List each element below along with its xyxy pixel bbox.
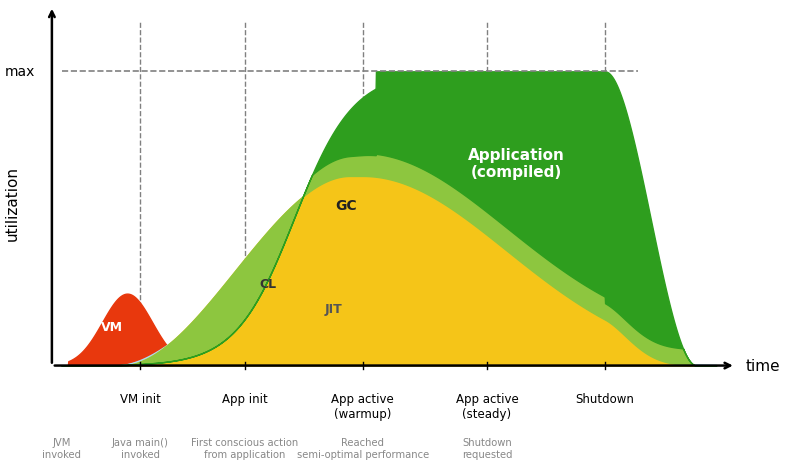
Text: VM init: VM init <box>119 392 160 405</box>
Text: max: max <box>6 65 35 79</box>
Text: Shutdown
requested: Shutdown requested <box>462 438 512 459</box>
Text: App init: App init <box>222 392 268 405</box>
Text: Reached
semi-optimal performance: Reached semi-optimal performance <box>296 438 429 459</box>
Text: App active
(warmup): App active (warmup) <box>332 392 394 420</box>
Text: JVM
invoked: JVM invoked <box>42 438 81 459</box>
Text: utilization: utilization <box>6 165 20 240</box>
Text: Application
(compiled): Application (compiled) <box>468 147 565 180</box>
Text: Shutdown: Shutdown <box>575 392 634 405</box>
Text: First conscious action
from application: First conscious action from application <box>191 438 299 459</box>
Text: CL: CL <box>259 278 277 291</box>
Text: time: time <box>745 358 780 373</box>
Text: Java main()
invoked: Java main() invoked <box>112 438 169 459</box>
Text: VM: VM <box>101 320 123 333</box>
Text: GC: GC <box>336 199 357 213</box>
Text: JIT: JIT <box>325 302 342 315</box>
Text: App active
(steady): App active (steady) <box>456 392 519 420</box>
